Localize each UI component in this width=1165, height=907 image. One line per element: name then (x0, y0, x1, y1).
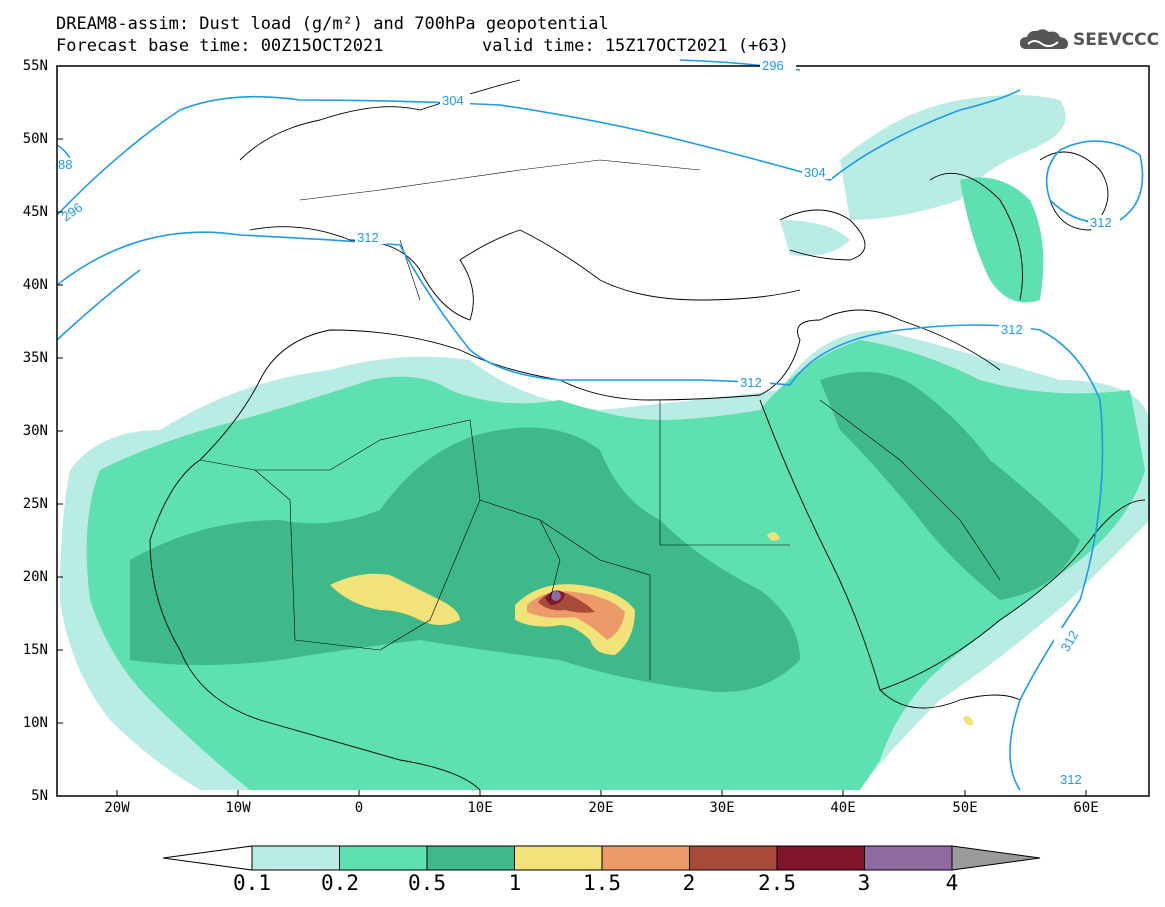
contour-label: 312 (1060, 772, 1082, 787)
lat-label: 20N (22, 569, 48, 585)
contour-label: 312 (740, 375, 762, 390)
colorbar-label: 3 (857, 871, 871, 895)
contour-label: 312 (1001, 322, 1023, 337)
colorbar-label: 1.5 (583, 871, 621, 895)
colorbar-swatch (601, 845, 690, 871)
lon-label: 30E (709, 800, 735, 816)
cloud-icon (1020, 29, 1068, 49)
contour-label: 312 (357, 230, 379, 245)
lat-label: 35N (22, 350, 48, 366)
lon-label: 40E (830, 800, 856, 816)
lat-label: 40N (22, 277, 48, 293)
colorbar-label: 4 (945, 871, 959, 895)
colorbar-label: 0.1 (233, 871, 271, 895)
lon-label: 50E (952, 800, 978, 816)
colorbar-swatch (339, 845, 428, 871)
axis-ticks (57, 65, 1087, 796)
colorbar-swatch (426, 845, 515, 871)
logo-text: SEEVCCC (1073, 30, 1160, 50)
dust-level-3 (551, 591, 561, 601)
contour-label: 296 (59, 200, 85, 225)
lon-label: 20W (104, 800, 130, 816)
lat-label: 30N (22, 423, 48, 439)
colorbar-swatch (251, 845, 340, 871)
colorbar-label: 1 (508, 871, 522, 895)
lon-label: 60E (1073, 800, 1099, 816)
lat-label: 10N (22, 715, 48, 731)
lon-label: 10W (225, 800, 251, 816)
colorbar-label: 0.5 (408, 871, 446, 895)
valid-time: valid time: 15Z17OCT2021 (+63) (482, 36, 790, 56)
colorbar-swatches (251, 845, 953, 871)
colorbar-over-arrow (951, 845, 1041, 871)
forecast-base-time: Forecast base time: 00Z15OCT2021 (56, 36, 384, 56)
lat-label: 45N (22, 204, 48, 220)
country-borders (199, 159, 1001, 680)
lon-label: 0 (354, 800, 364, 816)
contour-label: 88 (58, 157, 72, 172)
lon-label: 10E (467, 800, 493, 816)
colorbar-swatch (776, 845, 865, 871)
seevccc-logo: SEEVCCC (1018, 27, 1159, 53)
contour-label: 312 (1090, 215, 1112, 230)
lat-label: 50N (22, 131, 48, 147)
colorbar-swatch (864, 845, 953, 871)
lon-label: 20E (588, 800, 614, 816)
map-title: DREAM8-assim: Dust load (g/m²) and 700hP… (56, 14, 609, 34)
colorbar-label: 2.5 (758, 871, 796, 895)
lat-label: 5N (31, 788, 48, 804)
lat-label: 25N (22, 496, 48, 512)
contour-label: 304 (804, 165, 826, 180)
colorbar-label: 0.2 (321, 871, 359, 895)
colorbar-swatch (689, 845, 778, 871)
colorbar (162, 845, 1041, 871)
contour-label: 296 (762, 58, 784, 73)
colorbar-under-arrow (162, 845, 253, 871)
contour-label: 304 (442, 93, 464, 108)
colorbar-swatch (514, 845, 603, 871)
colorbar-label: 2 (682, 871, 696, 895)
lat-label: 55N (22, 58, 48, 74)
lat-label: 15N (22, 642, 48, 658)
